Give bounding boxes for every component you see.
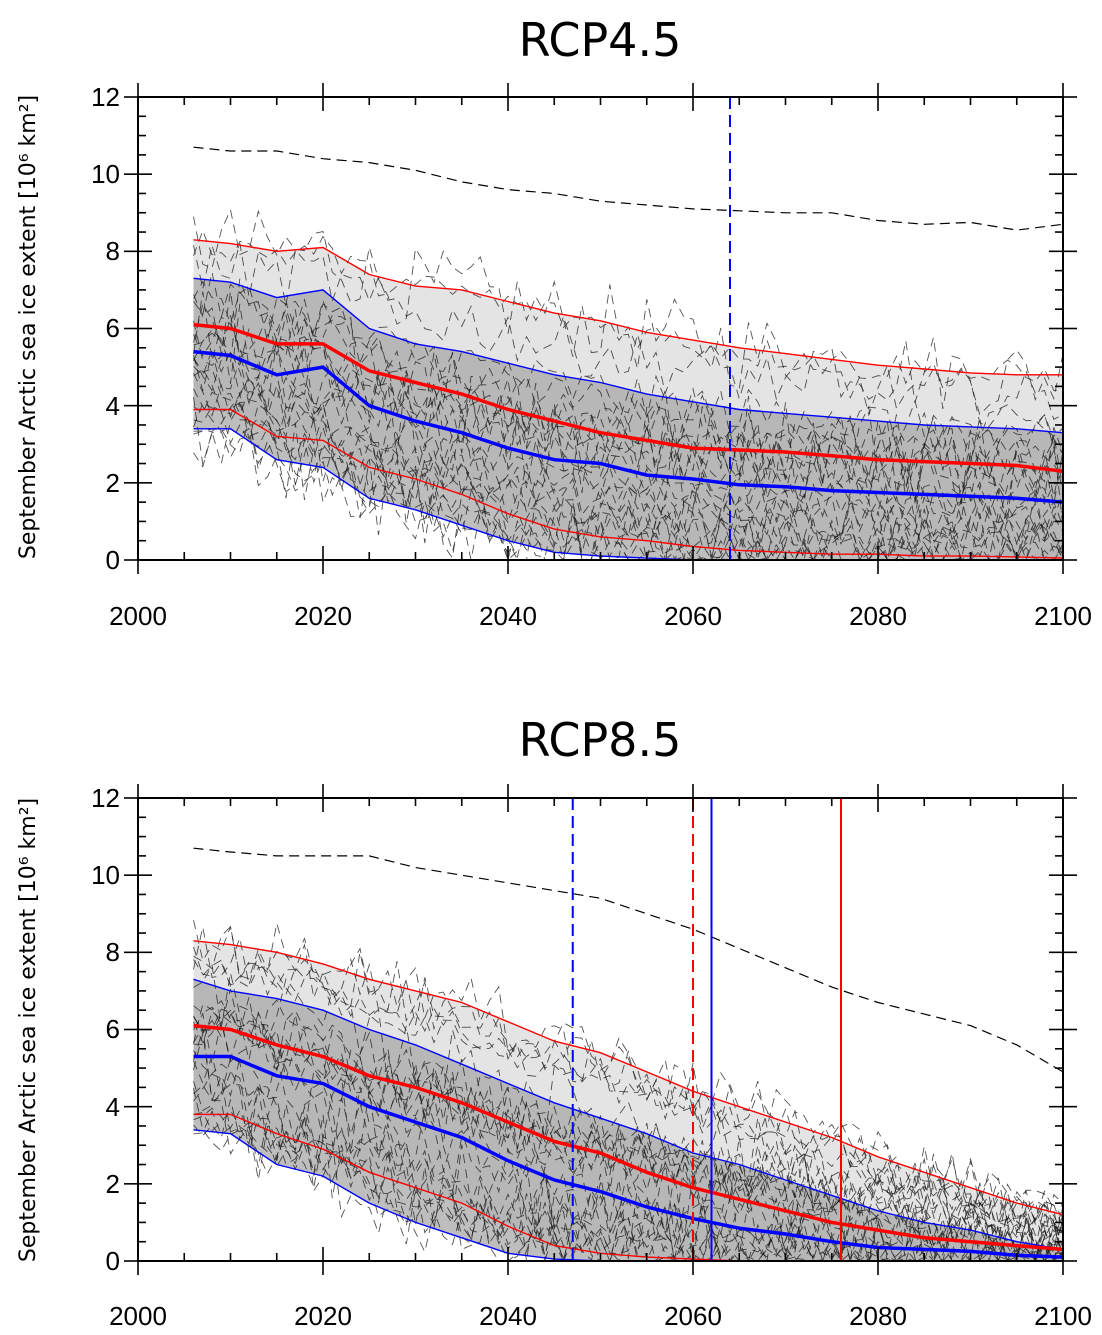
y-tick-label: 0 bbox=[106, 545, 120, 575]
model-runs bbox=[193, 208, 1064, 562]
model-run-line bbox=[193, 208, 1064, 416]
model-run-line bbox=[193, 1099, 1064, 1263]
y-tick-label: 8 bbox=[106, 937, 120, 967]
spread-bound-line bbox=[193, 277, 1064, 434]
max-model-line bbox=[193, 146, 1064, 231]
model-run-line bbox=[193, 963, 1064, 1262]
model-run-line bbox=[193, 388, 1064, 562]
max-model-line bbox=[193, 847, 1064, 1073]
model-run-line bbox=[193, 242, 1064, 428]
x-tick-labels: 2000 2020 2040 2060 2080 2100 bbox=[109, 601, 1092, 631]
model-run-line bbox=[193, 397, 1064, 562]
spread-bound-line bbox=[193, 239, 1063, 376]
x-tick-label: 2100 bbox=[1034, 601, 1092, 631]
x-tick-label: 2060 bbox=[664, 1301, 722, 1331]
model-run-line bbox=[193, 1084, 1064, 1263]
model-run-line bbox=[193, 229, 1064, 391]
x-tick-label: 2100 bbox=[1034, 1301, 1092, 1331]
model-run-line bbox=[193, 946, 1064, 1222]
threshold-lines bbox=[571, 798, 842, 1261]
model-run-line bbox=[193, 1008, 1064, 1260]
model-run-line bbox=[193, 926, 1064, 1239]
model-run-line bbox=[193, 1109, 1064, 1262]
y-tick-label: 12 bbox=[91, 82, 120, 112]
y-axis-label: September Arctic sea ice extent [10⁶ km²… bbox=[16, 798, 41, 1262]
model-run-line bbox=[193, 925, 1064, 1233]
y-tick-label: 6 bbox=[106, 1014, 120, 1044]
series-lines bbox=[193, 847, 1064, 1262]
model-run-line bbox=[193, 278, 1064, 494]
model-run-line bbox=[193, 1088, 1064, 1263]
model-run-line bbox=[193, 1025, 1064, 1263]
y-tick-label: 4 bbox=[106, 391, 120, 421]
model-run-line bbox=[193, 1000, 1064, 1262]
x-tick-label: 2040 bbox=[479, 1301, 537, 1331]
y-tick-label: 10 bbox=[91, 159, 120, 189]
ensemble-mean-line bbox=[193, 349, 1064, 504]
model-run-line bbox=[193, 1063, 1064, 1263]
y-axis-label: September Arctic sea ice extent [10⁶ km²… bbox=[16, 95, 41, 559]
model-run-line bbox=[193, 368, 1064, 541]
y-tick-label: 6 bbox=[106, 313, 120, 343]
axis-ticks bbox=[124, 784, 1077, 1275]
panel-title: RCP8.5 bbox=[519, 713, 682, 767]
panel-title: RCP4.5 bbox=[519, 13, 682, 67]
x-tick-label: 2000 bbox=[109, 601, 167, 631]
model-run-line bbox=[193, 316, 1064, 499]
x-tick-label: 2060 bbox=[664, 601, 722, 631]
model-run-line bbox=[193, 1014, 1064, 1242]
ensemble-mean-line bbox=[193, 1023, 1064, 1252]
y-tick-label: 0 bbox=[106, 1246, 120, 1276]
x-tick-label: 2080 bbox=[849, 1301, 907, 1331]
inner-spread-band bbox=[193, 979, 1063, 1261]
model-run-line bbox=[193, 1009, 1064, 1249]
y-tick-label: 12 bbox=[91, 783, 120, 813]
panel-rcp85: RCP8.5 September Arctic sea ice extent [… bbox=[16, 713, 1092, 1331]
y-tick-label: 2 bbox=[106, 1169, 120, 1199]
model-run-line bbox=[193, 920, 1064, 1234]
model-run-line bbox=[193, 337, 1064, 529]
spread-bound-line bbox=[193, 408, 1064, 559]
model-run-line bbox=[193, 328, 1064, 508]
axis-ticks bbox=[124, 83, 1077, 574]
model-run-line bbox=[193, 352, 1064, 524]
y-tick-label: 10 bbox=[91, 860, 120, 890]
x-tick-label: 2020 bbox=[294, 601, 352, 631]
y-tick-label: 2 bbox=[106, 468, 120, 498]
x-tick-label: 2020 bbox=[294, 1301, 352, 1331]
y-tick-labels: 0 2 4 6 8 10 12 bbox=[91, 82, 120, 575]
model-run-line bbox=[193, 291, 1064, 505]
model-run-line bbox=[193, 402, 1064, 562]
panel-rcp45: RCP4.5 September Arctic sea ice extent [… bbox=[16, 13, 1092, 631]
spread-bound-line bbox=[193, 940, 1064, 1216]
model-run-line bbox=[193, 272, 1064, 453]
model-run-line bbox=[193, 988, 1064, 1258]
x-tick-labels: 2000 2020 2040 2060 2080 2100 bbox=[109, 1301, 1092, 1331]
model-run-line bbox=[193, 419, 1064, 562]
model-run-line bbox=[193, 1081, 1063, 1263]
model-runs bbox=[193, 920, 1064, 1263]
ensemble-mean-line bbox=[193, 322, 1064, 474]
y-tick-label: 4 bbox=[106, 1092, 120, 1122]
spread-bound-line bbox=[193, 978, 1064, 1251]
y-tick-labels: 0 2 4 6 8 10 12 bbox=[91, 783, 120, 1276]
ensemble-mean-line bbox=[193, 1054, 1064, 1259]
model-run-line bbox=[193, 280, 1064, 463]
y-tick-label: 8 bbox=[106, 236, 120, 266]
x-tick-label: 2040 bbox=[479, 601, 537, 631]
x-tick-label: 2000 bbox=[109, 1301, 167, 1331]
x-tick-label: 2080 bbox=[849, 601, 907, 631]
